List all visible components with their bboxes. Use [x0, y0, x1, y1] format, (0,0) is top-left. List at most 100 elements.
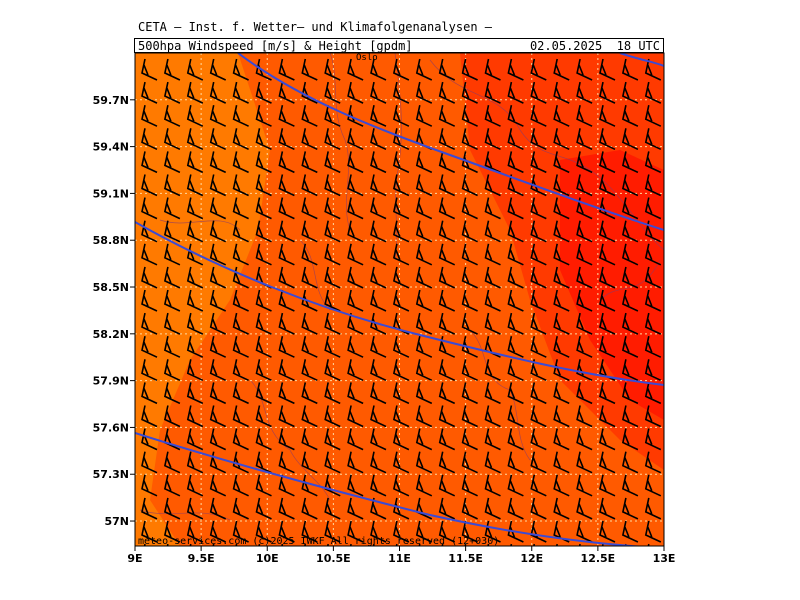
wind-barb: [141, 243, 158, 266]
wind-barb: [392, 451, 410, 474]
wind-barb: [576, 312, 593, 335]
wind-barb: [232, 428, 249, 451]
wind-barb: [163, 151, 181, 174]
wind-barb: [599, 428, 616, 451]
wind-barb: [392, 359, 410, 382]
wind-barb: [232, 174, 249, 197]
wind-barb: [301, 336, 318, 358]
wind-barb: [461, 520, 478, 543]
wind-barb: [415, 289, 433, 312]
wind-barb: [255, 405, 272, 428]
wind-barb: [370, 451, 387, 474]
wind-barb: [278, 243, 295, 266]
wind-barb: [347, 312, 364, 335]
wind-barb: [576, 497, 593, 520]
wind-barb: [278, 105, 295, 127]
wind-barb: [461, 197, 478, 220]
wind-barb: [576, 105, 593, 127]
wind-barb: [507, 243, 524, 266]
lat-label: 57.3N: [93, 468, 129, 481]
wind-barb: [301, 151, 318, 174]
wind-barb: [324, 359, 341, 382]
wind-barb: [255, 451, 272, 474]
wind-barb: [415, 266, 433, 289]
wind-barb: [530, 266, 547, 289]
wind-barb: [163, 312, 181, 335]
wind-barbs: [141, 58, 662, 546]
wind-barb: [324, 312, 341, 335]
wind-barb: [621, 105, 639, 127]
wind-barb: [163, 474, 181, 497]
wind-barb: [415, 520, 433, 543]
wind-barb: [644, 312, 662, 335]
wind-barb: [141, 336, 158, 358]
wind-barb: [209, 174, 227, 197]
wind-barb: [484, 174, 501, 197]
wind-barb: [530, 105, 547, 127]
wind-barb: [484, 520, 501, 543]
wind-barb: [392, 174, 410, 197]
wind-barb: [255, 174, 272, 197]
wind-barb: [530, 497, 547, 520]
wind-barb: [186, 497, 204, 520]
wind-barb: [415, 174, 433, 197]
wind-barb: [209, 243, 227, 266]
wind-barb: [484, 405, 501, 428]
wind-barb: [621, 220, 639, 243]
wind-barb: [530, 474, 547, 497]
wind-barb: [324, 451, 341, 474]
wind-barb: [599, 474, 616, 497]
height-contour-2: [619, 53, 664, 67]
wind-barb: [370, 220, 387, 243]
wind-barb: [163, 382, 181, 405]
wind-barb: [484, 243, 501, 266]
wind-barb: [461, 474, 478, 497]
wind-barb: [484, 81, 501, 104]
wind-barb: [599, 197, 616, 220]
wind-barb: [484, 58, 501, 81]
wind-barb: [301, 266, 318, 289]
wind-barb: [599, 405, 616, 428]
wind-barb: [507, 197, 524, 220]
wind-barb: [621, 174, 639, 197]
wind-barb: [186, 428, 204, 451]
wind-barb: [415, 81, 433, 104]
wind-barb: [507, 174, 524, 197]
wind-barb: [370, 520, 387, 543]
wind-barb: [255, 151, 272, 174]
wind-barb: [209, 474, 227, 497]
wind-barb: [415, 474, 433, 497]
wind-barb: [553, 197, 570, 220]
wind-barb: [461, 359, 478, 382]
lat-label: 58.8N: [93, 234, 129, 247]
wind-barb: [530, 128, 547, 151]
wind-barb: [599, 497, 616, 520]
wind-barb: [621, 58, 639, 81]
wind-barb: [392, 428, 410, 451]
wind-barb: [232, 451, 249, 474]
wind-barb: [576, 336, 593, 358]
lat-label: 57N: [104, 515, 129, 528]
wind-barb: [209, 105, 227, 127]
wind-barb: [418, 543, 421, 546]
wind-barb: [415, 382, 433, 405]
wind-barb: [576, 151, 593, 174]
wind-barb: [507, 128, 524, 151]
wind-barb: [347, 474, 364, 497]
wind-barb: [163, 105, 181, 127]
wind-barb: [301, 128, 318, 151]
wind-barb: [209, 266, 227, 289]
wind-barb: [278, 220, 295, 243]
wind-barb: [576, 289, 593, 312]
wind-barb: [255, 497, 272, 520]
height-contour-1: [237, 53, 664, 231]
wind-barb: [530, 197, 547, 220]
wind-barb: [370, 474, 387, 497]
lon-label: 11.5E: [448, 552, 483, 565]
wind-barb: [461, 220, 478, 243]
lat-label: 57.6N: [93, 421, 129, 434]
wind-barb: [141, 312, 158, 335]
wind-barb: [163, 289, 181, 312]
wind-barb: [186, 520, 204, 543]
